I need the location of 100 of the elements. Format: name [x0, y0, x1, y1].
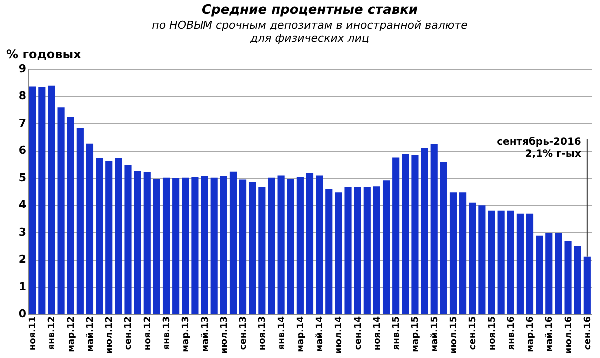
x-tick-label: ноя.14 [372, 316, 383, 351]
x-tick-label: сен.13 [239, 316, 250, 350]
bar [488, 210, 496, 314]
x-tick-label: ноя.12 [143, 316, 154, 351]
bar [373, 186, 380, 314]
bar [240, 180, 247, 314]
bar [287, 179, 294, 314]
bar [469, 202, 476, 314]
x-tick-label: сен.16 [583, 316, 594, 350]
bar [278, 176, 285, 314]
bar [258, 187, 266, 314]
bar [58, 108, 65, 314]
x-tick-label: июл.15 [449, 316, 460, 354]
bar [124, 165, 132, 314]
bar [134, 171, 142, 314]
bar [526, 214, 534, 314]
x-tick-label: мар.13 [182, 316, 192, 352]
bar [76, 128, 84, 314]
bar [182, 178, 190, 314]
bar [29, 86, 36, 314]
bar [498, 210, 505, 314]
bar [220, 176, 228, 314]
bar [106, 161, 113, 314]
bar [460, 192, 467, 314]
y-tick-label: 7 [18, 116, 26, 130]
bar [335, 192, 342, 314]
bar [421, 148, 428, 314]
chart-title: Средние процентные ставки [202, 3, 418, 18]
bar [584, 256, 591, 314]
y-tick-label: 6 [18, 144, 27, 158]
x-tick-label: сен.12 [124, 316, 134, 350]
x-tick-label: май.16 [545, 316, 556, 352]
bar [249, 182, 256, 314]
y-tick-label: 1 [18, 280, 26, 294]
y-tick-label: 9 [18, 62, 26, 76]
y-tick-label: 3 [18, 226, 26, 239]
y-tick-label: 2 [18, 253, 26, 266]
y-tick-label: 4 [18, 198, 27, 212]
bar [440, 162, 448, 314]
bar [230, 172, 238, 314]
bar [153, 179, 160, 314]
bar [192, 177, 199, 314]
x-tick-label: мар.14 [296, 316, 306, 352]
bar [172, 178, 180, 314]
bar [354, 187, 362, 314]
bar [86, 144, 94, 314]
bar [210, 178, 218, 314]
x-tick-label: июл.16 [564, 316, 574, 354]
bar [162, 178, 170, 314]
bar [316, 176, 324, 314]
bar [507, 210, 514, 314]
bar [546, 233, 553, 314]
x-tick-label: май.14 [316, 316, 326, 352]
bar [402, 154, 410, 314]
bar [38, 87, 46, 314]
x-tick-label: янв.14 [277, 316, 288, 350]
chart-subtitle: по НОВЫМ срочным депозитам в иностранной валюте для физических лиц [152, 19, 468, 45]
x-tick-label: сен.14 [354, 316, 364, 350]
x-tick-label: июл.14 [334, 316, 345, 354]
bar [450, 192, 458, 314]
x-tick-label: мар.15 [411, 316, 422, 352]
x-tick-label: янв.16 [506, 316, 517, 350]
x-tick-label: мар.12 [66, 316, 77, 352]
bar [555, 233, 562, 314]
bar [306, 173, 314, 314]
x-tick-label: май.12 [86, 316, 96, 352]
bar [574, 246, 582, 314]
bar [516, 214, 524, 314]
x-tick-label: май.13 [200, 316, 211, 352]
bar [344, 187, 352, 314]
annotation: сентябрь-2016 2,1% г-ых [497, 137, 582, 160]
x-tick-label: май.15 [430, 316, 440, 352]
bar [48, 86, 56, 314]
x-tick-label: июл.12 [105, 316, 116, 354]
x-tick-label: ноя.15 [488, 316, 498, 351]
bar [564, 241, 572, 314]
y-tick-label: 8 [18, 90, 26, 103]
bar [326, 189, 333, 314]
y-tick-label: 0 [18, 308, 27, 320]
bar [67, 117, 74, 314]
bar [201, 176, 208, 314]
bar [478, 206, 486, 314]
bar [296, 177, 304, 314]
x-tick-label: янв.13 [162, 316, 173, 350]
bar [96, 158, 104, 314]
x-tick-label: ноя.11 [28, 316, 39, 351]
x-tick-label: сен.15 [468, 316, 479, 350]
bar [115, 158, 122, 314]
bar [430, 144, 438, 314]
x-tick-label: мар.16 [526, 316, 536, 352]
x-tick-label: июл.13 [220, 316, 230, 354]
x-tick-label: янв.12 [48, 316, 58, 350]
bar [268, 178, 276, 314]
y-tick-label: 5 [18, 171, 26, 184]
bar [536, 236, 544, 314]
x-tick-label: янв.15 [392, 316, 402, 350]
bar [382, 180, 390, 314]
bar [144, 172, 151, 314]
x-tick-label: ноя.13 [258, 316, 268, 351]
bar [392, 158, 400, 314]
